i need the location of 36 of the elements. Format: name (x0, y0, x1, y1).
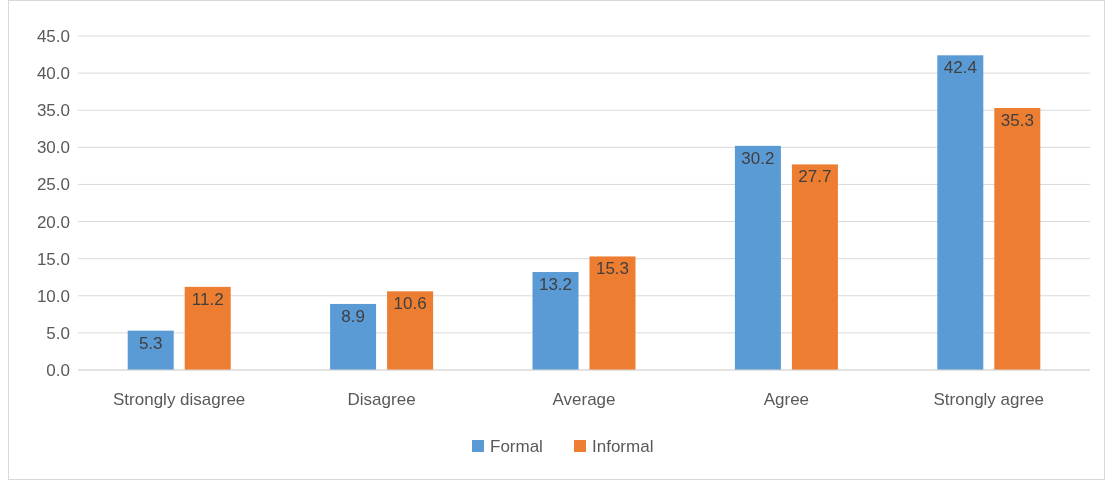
y-tick-label: 35.0 (36, 101, 70, 121)
y-tick-label: 0.0 (46, 361, 70, 380)
legend-label: Informal (592, 437, 654, 456)
data-label: 10.6 (393, 294, 427, 314)
data-label: 5.3 (138, 333, 163, 353)
y-tick-label: 30.0 (36, 138, 70, 158)
bar (184, 286, 231, 370)
x-tick-label: Disagree (347, 390, 416, 409)
data-label: 11.2 (191, 289, 224, 309)
y-tick-label: 25.0 (36, 175, 70, 195)
bar (937, 55, 984, 370)
x-tick-label: Strongly disagree (113, 390, 246, 409)
data-label: 30.2 (741, 148, 775, 168)
data-label: 8.9 (341, 306, 365, 326)
bar (589, 256, 636, 370)
data-label: 35.3 (1000, 111, 1034, 130)
y-tick-label: 20.0 (36, 212, 70, 232)
y-tick-label: 45.0 (36, 27, 70, 46)
legend-label: Formal (490, 437, 543, 456)
data-label: 15.3 (595, 259, 630, 279)
data-label: 27.7 (798, 167, 832, 187)
x-tick-label: Strongly agree (933, 390, 1045, 409)
data-label: 42.4 (943, 58, 977, 78)
bar (330, 303, 377, 370)
bar (532, 272, 579, 370)
bar (791, 164, 838, 370)
y-tick-label: 5.0 (46, 323, 70, 343)
bar (734, 145, 781, 370)
y-tick-label: 40.0 (36, 64, 70, 84)
x-tick-label: Average (552, 390, 616, 409)
y-tick-label: 15.0 (36, 249, 70, 269)
data-label: 13.2 (538, 275, 573, 295)
y-tick-label: 10.0 (36, 286, 70, 306)
x-tick-label: Agree (763, 390, 810, 409)
bar (387, 291, 434, 370)
bar (994, 108, 1041, 370)
